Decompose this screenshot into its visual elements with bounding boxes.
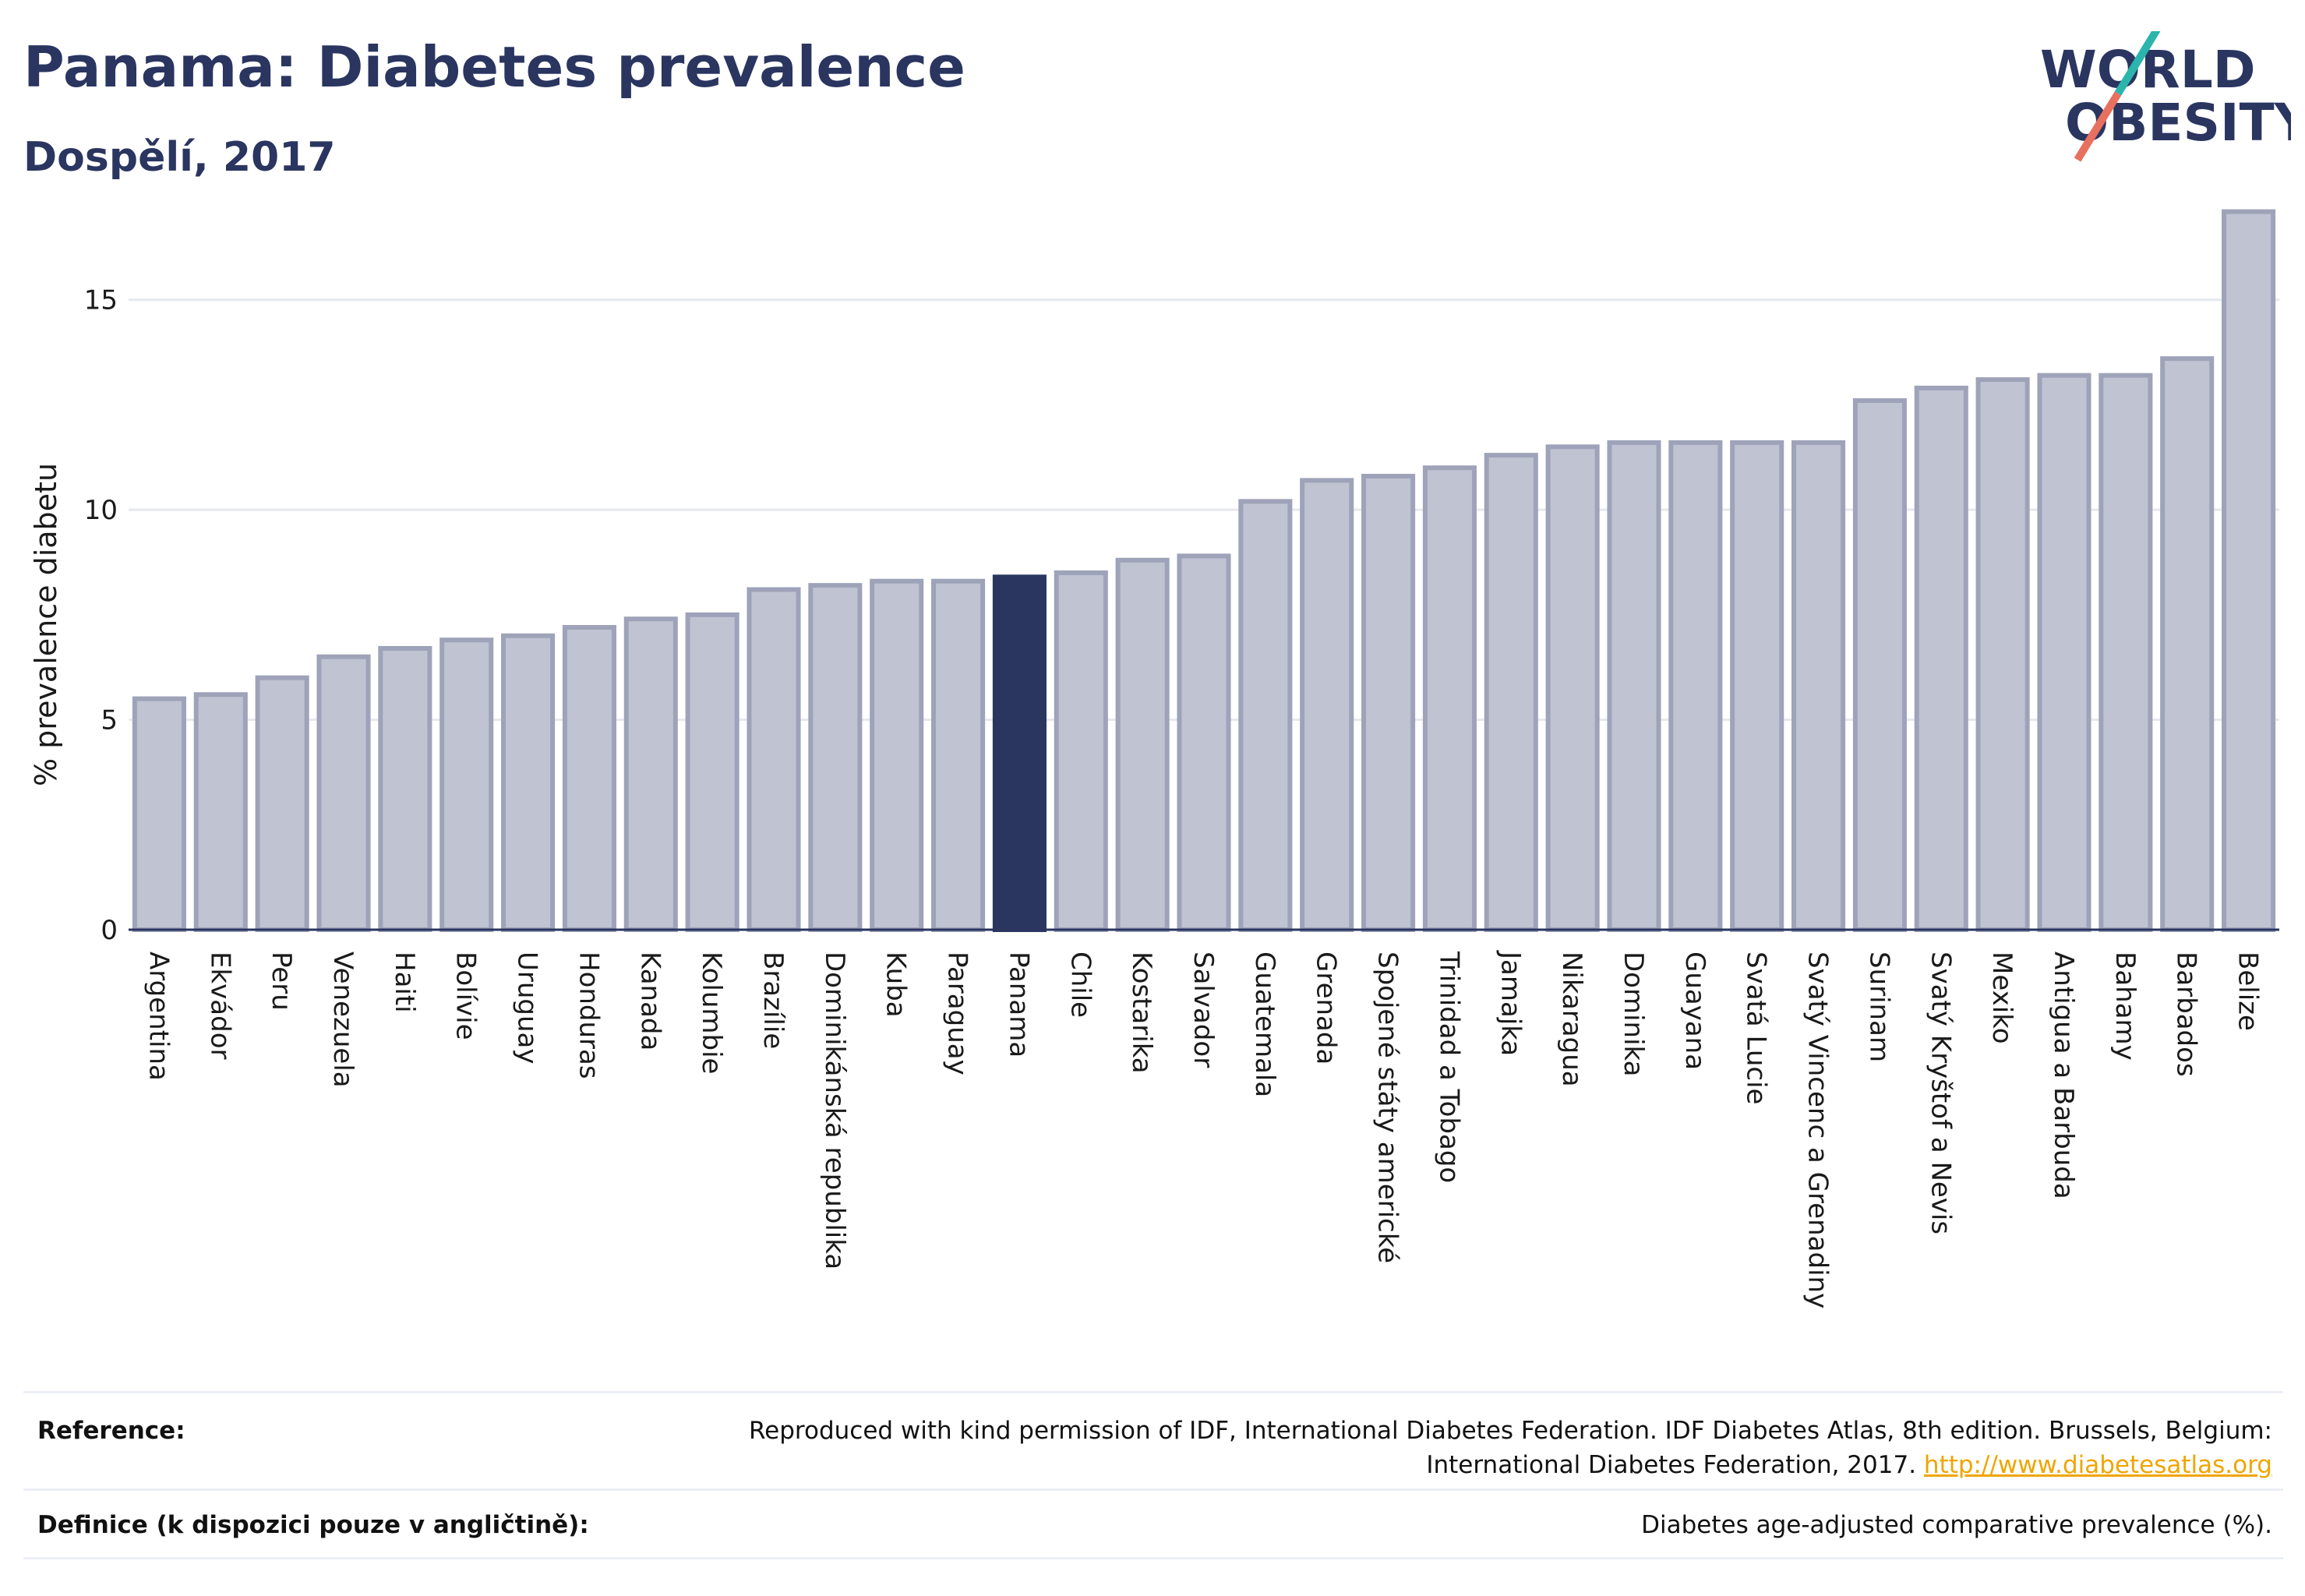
x-tick-label: Kolumbie: [696, 952, 727, 1074]
bar-bolívie: [439, 637, 494, 933]
x-tick-label: Svatý Vincenc a Grenadiny: [1802, 952, 1834, 1308]
bar-guatemala: [1238, 499, 1293, 932]
x-tick-label: Honduras: [573, 952, 604, 1079]
x-tick-label: Guayana: [1679, 952, 1710, 1070]
x-tick-label: Haiti: [389, 952, 420, 1013]
x-tick-label: Uruguay: [512, 952, 543, 1065]
x-tick-label: Dominika: [1618, 952, 1649, 1076]
x-tick-label: Nikaragua: [1556, 952, 1587, 1087]
reference-label: Reference:: [37, 1417, 185, 1445]
bar-jamajka: [1484, 453, 1538, 932]
x-tick-label: Trinidad a Tobago: [1433, 951, 1464, 1183]
x-tick-label: Paraguay: [942, 952, 973, 1075]
x-tick-label: Antigua a Barbuda: [2048, 952, 2079, 1199]
bar-haiti: [378, 645, 432, 932]
reference-text: Reproduced with kind permission of IDF, …: [558, 1414, 2272, 1482]
x-tick-label: Venezuela: [327, 952, 358, 1088]
bar-spojené-státy-americké: [1361, 474, 1416, 932]
bar-svatý-vincenc-a-grenadiny: [1791, 440, 1846, 932]
bar-nikaragua: [1545, 444, 1600, 932]
bar-surinam: [1852, 398, 1907, 932]
bar-kostarika: [1115, 557, 1170, 932]
bar-bahamy: [2099, 373, 2153, 932]
bar-svatá-lucie: [1730, 440, 1784, 932]
reference-line1: Reproduced with kind permission of IDF, …: [749, 1417, 2272, 1445]
world-obesity-logo: WORLD OBESITY: [2040, 31, 2291, 162]
logo-slash-teal: [2114, 31, 2161, 96]
bars: [132, 209, 2276, 933]
x-tick-label: Surinam: [1863, 952, 1894, 1062]
bar-belize: [2222, 209, 2276, 933]
bar-barbados: [2160, 356, 2215, 932]
bar-svatý-kryštof-a-nevis: [1914, 385, 1968, 933]
bar-uruguay: [501, 633, 556, 932]
bar-grenada: [1300, 478, 1354, 932]
x-tick-label: Guatemala: [1249, 952, 1280, 1097]
x-tick-label: Panama: [1003, 952, 1034, 1058]
footer-definition-row: Definice (k dispozici pouze v angličtině…: [23, 1488, 2283, 1559]
definition-label: Definice (k dispozici pouze v angličtině…: [37, 1511, 589, 1539]
x-tick-label: Kanada: [634, 952, 665, 1050]
bar-trinidad-a-tobago: [1422, 465, 1477, 932]
x-tick-label: Svatý Kryštof a Nevis: [1925, 952, 1956, 1234]
bar-argentina: [132, 696, 186, 933]
bar-kanada: [623, 616, 678, 932]
reference-line2: International Diabetes Federation, 2017.: [1426, 1451, 1917, 1479]
x-tick-label: Bolívie: [450, 952, 482, 1040]
x-tick-label: Spojené státy americké: [1372, 952, 1403, 1263]
definition-text: Diabetes age-adjusted comparative preval…: [1641, 1511, 2272, 1539]
x-tick-label: Barbados: [2171, 952, 2202, 1077]
tick-labels: 0 5 10 15 Argentina Ekvádor Peru Venezuela Haiti…: [84, 285, 2264, 1308]
x-tick-label: Ekvádor: [204, 952, 235, 1060]
bar-peru: [255, 675, 309, 933]
bar-panama: [992, 574, 1047, 932]
y-tick-label: 10: [84, 495, 118, 526]
y-tick-label: 15: [84, 285, 118, 316]
logo-slash-coral: [2074, 91, 2122, 162]
bar-venezuela: [316, 654, 371, 932]
bar-mexiko: [1975, 377, 2030, 932]
x-tick-label: Brazílie: [757, 952, 789, 1049]
y-tick-label: 0: [101, 915, 118, 946]
bar-chart: 0 5 10 15 Argentina Ekvádor Peru Venezuela Haiti…: [29, 209, 2279, 1308]
x-tick-label: Chile: [1064, 952, 1096, 1018]
reference-link[interactable]: http://www.diabetesatlas.org: [1923, 1451, 2272, 1479]
footer-reference-row: Reference: Reproduced with kind permissi…: [23, 1391, 2283, 1491]
x-tick-label: Grenada: [1311, 952, 1342, 1065]
x-tick-label: Argentina: [143, 952, 174, 1081]
x-tick-label: Peru: [266, 952, 297, 1011]
bar-kuba: [870, 578, 924, 933]
bar-honduras: [562, 625, 616, 932]
bar-dominikánská-republika: [808, 583, 863, 932]
chart-subtitle: Dospělí, 2017: [23, 134, 336, 181]
x-tick-label: Mexiko: [1986, 952, 2017, 1044]
x-tick-label: Belize: [2233, 952, 2264, 1031]
bar-antigua-a-barbuda: [2037, 373, 2091, 932]
bar-ekvádor: [193, 692, 248, 932]
bar-kolumbie: [685, 612, 740, 932]
bar-paraguay: [931, 578, 986, 933]
y-tick-label: 5: [101, 705, 118, 736]
bar-guayana: [1668, 440, 1723, 932]
bar-dominika: [1607, 440, 1661, 932]
y-axis-label: % prevalence diabetu: [29, 463, 63, 786]
x-tick-label: Kuba: [881, 952, 912, 1018]
bar-brazílie: [747, 587, 801, 932]
x-tick-label: Jamajka: [1495, 950, 1526, 1056]
chart-title: Panama: Diabetes prevalence: [23, 34, 965, 100]
bar-chile: [1054, 570, 1108, 932]
bar-salvador: [1177, 553, 1231, 932]
x-tick-label: Dominikánská republika: [819, 952, 850, 1269]
x-tick-label: Svatá Lucie: [1741, 952, 1772, 1104]
x-tick-label: Bahamy: [2109, 952, 2141, 1061]
x-tick-label: Salvador: [1188, 952, 1219, 1068]
x-tick-label: Kostarika: [1126, 952, 1157, 1074]
